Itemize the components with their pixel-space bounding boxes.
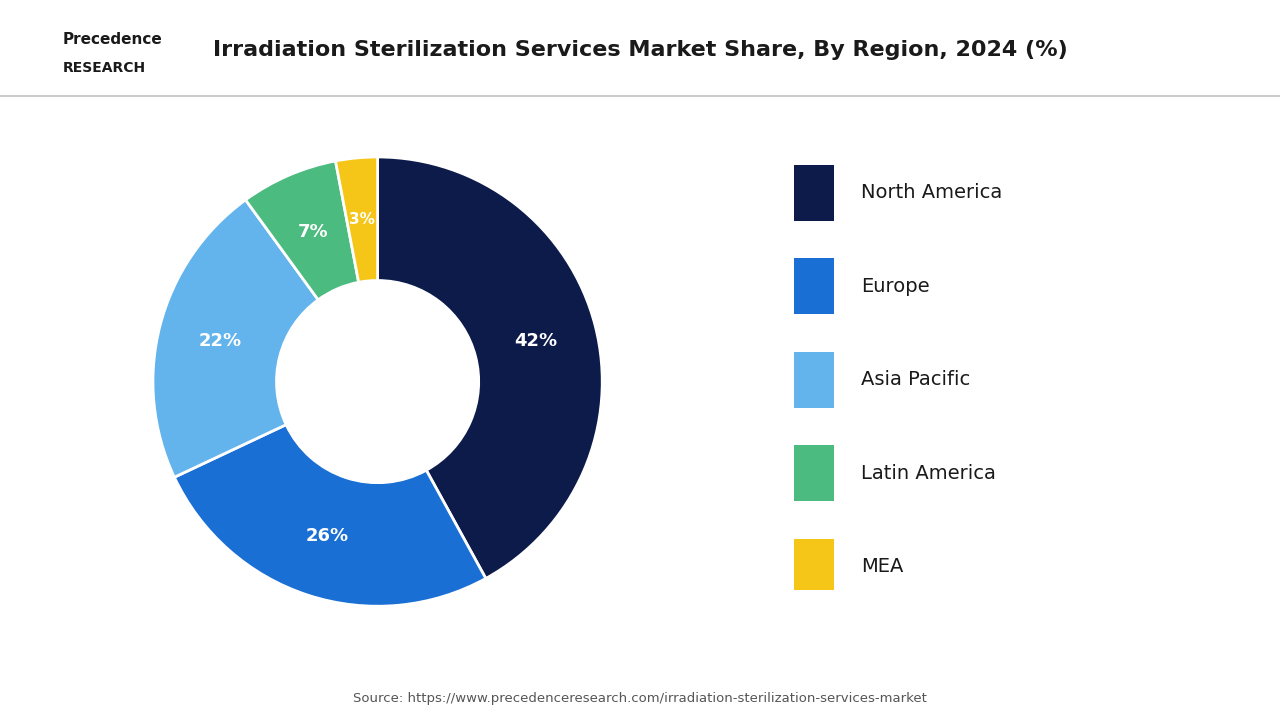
Text: Precedence: Precedence <box>63 32 163 47</box>
FancyBboxPatch shape <box>794 539 835 595</box>
Wedge shape <box>154 200 319 477</box>
Text: Irradiation Sterilization Services Market Share, By Region, 2024 (%): Irradiation Sterilization Services Marke… <box>212 40 1068 60</box>
Text: Europe: Europe <box>860 276 929 296</box>
Text: Asia Pacific: Asia Pacific <box>860 370 970 390</box>
Wedge shape <box>246 161 358 300</box>
Text: Source: https://www.precedenceresearch.com/irradiation-sterilization-services-ma: Source: https://www.precedenceresearch.c… <box>353 692 927 705</box>
FancyBboxPatch shape <box>794 258 835 314</box>
Wedge shape <box>174 425 486 606</box>
FancyBboxPatch shape <box>794 164 835 220</box>
Text: RESEARCH: RESEARCH <box>63 61 146 76</box>
Text: 3%: 3% <box>349 212 375 227</box>
FancyBboxPatch shape <box>794 352 835 408</box>
Text: Latin America: Latin America <box>860 464 996 483</box>
Text: 7%: 7% <box>298 223 328 241</box>
Text: 26%: 26% <box>306 528 349 546</box>
Wedge shape <box>335 157 378 282</box>
FancyBboxPatch shape <box>794 445 835 501</box>
Text: North America: North America <box>860 183 1002 202</box>
Text: 22%: 22% <box>198 332 242 350</box>
Text: MEA: MEA <box>860 557 904 577</box>
Wedge shape <box>378 157 602 578</box>
Text: 42%: 42% <box>513 332 557 350</box>
